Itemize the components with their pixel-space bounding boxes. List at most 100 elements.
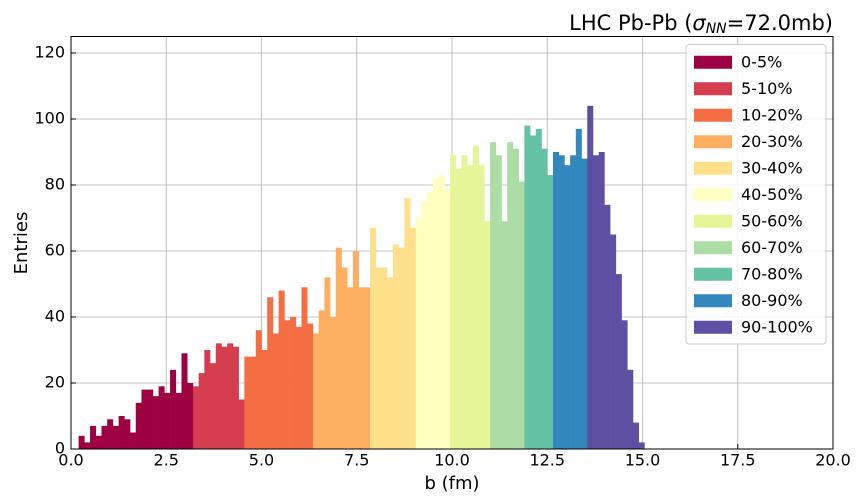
bar [467,165,474,449]
y-tick-label: 20 [45,373,65,392]
bar [124,419,131,449]
legend-swatch [694,294,732,308]
x-tick-label: 10.0 [434,451,470,470]
legend-swatch [694,267,732,281]
legend-swatch [694,188,732,202]
bar [175,392,182,449]
bar [632,422,639,449]
bar [152,396,159,449]
bar [512,148,519,449]
bar [318,310,325,449]
bar [387,277,394,449]
bar [438,175,445,449]
bar [524,125,531,449]
legend-swatch [694,108,732,122]
bar [552,152,559,449]
bar [244,356,251,449]
bar [392,244,399,449]
bar [261,350,268,449]
bar [381,267,388,449]
bar [267,297,274,449]
x-tick-label: 5.0 [249,451,274,470]
x-tick-label: 2.5 [154,451,179,470]
bar [627,369,634,449]
bar [215,343,222,449]
title-part: σ [692,11,706,35]
bar [210,363,217,449]
bar [621,320,628,449]
chart-title: LHC Pb-Pb (σNN=72.0mb) [569,11,833,37]
bar [472,145,479,449]
x-tick-label: 7.5 [344,451,369,470]
legend-swatch [694,82,732,96]
bar [398,247,405,449]
bar [375,267,382,449]
legend-label: 50-60% [741,211,803,230]
bar [307,323,314,449]
legend-label: 5-10% [741,79,793,98]
bar [250,356,257,449]
bar [530,135,537,449]
bar [564,165,571,449]
bar [415,218,422,449]
bar [112,425,119,449]
bar [461,155,468,450]
x-tick-label: 17.5 [720,451,756,470]
bar [221,346,228,449]
legend-label: 30-40% [741,158,803,177]
bar [335,247,342,449]
bar [198,373,205,449]
bar [364,287,371,449]
bar [147,389,154,449]
bar [204,350,211,449]
bar [341,267,348,449]
bar [507,142,514,449]
legend-label: 90-100% [741,317,813,336]
legend-label: 20-30% [741,132,803,151]
bar [135,402,142,449]
legend-label: 80-90% [741,291,803,310]
legend-swatch [694,135,732,149]
bar [227,343,234,449]
bar [421,201,428,449]
bar [370,227,377,449]
legend-label: 60-70% [741,238,803,257]
bar [164,392,171,449]
bar [347,287,354,449]
y-tick-label: 0 [55,439,65,458]
bar [490,142,497,449]
bar [581,158,588,449]
bar [278,290,285,449]
bar [478,165,485,449]
legend-swatch [694,241,732,255]
legend-label: 70-80% [741,264,803,283]
bar [301,287,308,449]
bar [84,442,91,449]
legend-label: 40-50% [741,185,803,204]
bar [181,353,188,449]
bar [450,155,457,450]
bar [330,317,337,449]
bar [575,128,582,449]
bar [615,274,622,449]
bar [495,155,502,450]
title-part: NN [706,21,727,37]
bar [358,287,365,449]
bar [118,416,125,449]
bar [455,168,462,449]
bar [130,432,137,449]
bar [284,320,291,449]
bar [78,435,85,449]
bar [192,386,199,449]
y-tick-label: 120 [34,43,65,62]
bar [501,221,508,449]
x-axis-label: b (fm) [424,473,479,494]
bar [432,178,439,449]
bar [427,191,434,449]
bar [410,227,417,449]
bar [558,155,565,450]
legend-label: 0-5% [741,52,782,71]
bar [592,155,599,450]
bar [518,181,525,449]
